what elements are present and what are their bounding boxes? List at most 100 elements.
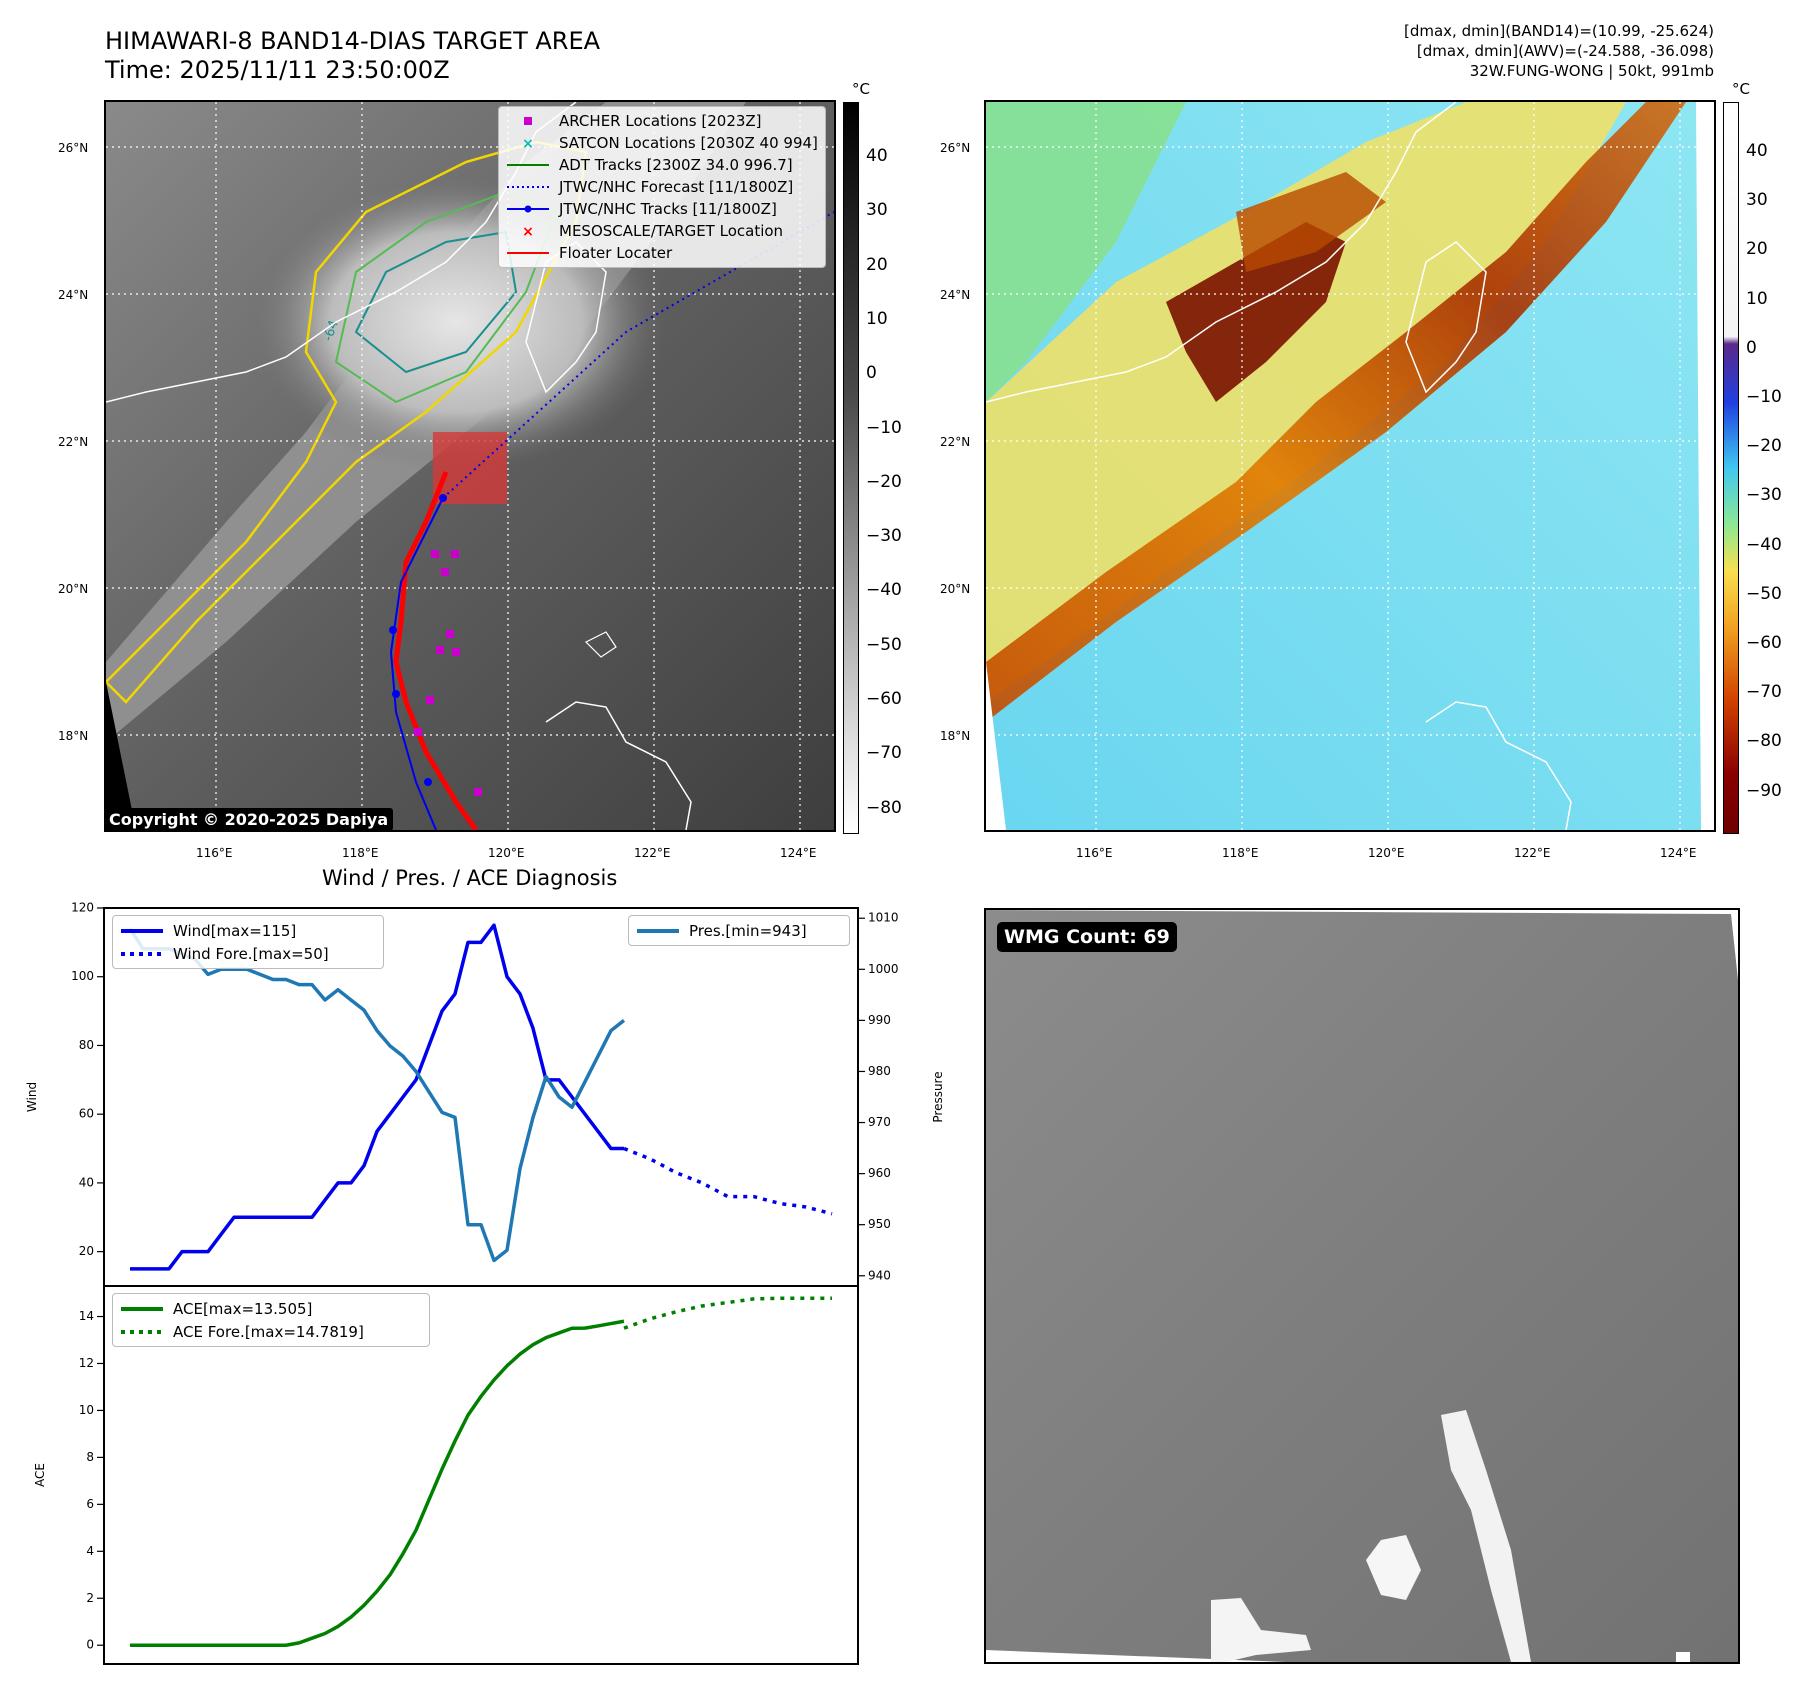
pressure-tick-label: 970 <box>868 1115 891 1129</box>
legend-ace-fore-label: ACE Fore.[max=14.7819] <box>173 1322 364 1341</box>
wind-tick-label: 80 <box>79 1038 94 1052</box>
colorbar-tick-label: −10 <box>1746 387 1782 407</box>
figure-time: Time: 2025/11/11 23:50:00Z <box>105 56 450 84</box>
wind-tick-label: 20 <box>79 1244 94 1258</box>
awv-colorbar-unit: °C <box>1732 80 1750 98</box>
map-legend-item: JTWC/NHC Forecast [11/1800Z] <box>499 176 825 198</box>
svg-text:×: × <box>522 136 534 151</box>
colorbar-tick-label: −20 <box>866 471 902 492</box>
lon-label-124: 124°E <box>780 846 817 860</box>
legend-ace-label: ACE[max=13.505] <box>173 1299 313 1318</box>
colorbar-tick-label: 40 <box>866 146 888 166</box>
map-legend-key <box>507 186 549 188</box>
jtwc-forecast-track <box>442 211 834 499</box>
wind-axis-label: Wind <box>25 1082 39 1112</box>
map-legend-item: JTWC/NHC Tracks [11/1800Z] <box>499 198 825 220</box>
pressure-legend: Pres.[min=943] <box>628 915 850 946</box>
colorbar-tick-label: −70 <box>1746 682 1782 703</box>
colorbar-tick-label: −60 <box>1746 633 1782 653</box>
colorbar-tick-label: 40 <box>1746 141 1768 161</box>
info-awv-range: [dmax, dmin](AWV)=(-24.588, -36.098) <box>1416 42 1714 60</box>
map-legend-key: × <box>522 136 534 151</box>
colorbar-tick-label: 20 <box>866 254 888 275</box>
colorbar-tick-label: −50 <box>866 634 902 655</box>
ace-legend: ACE[max=13.505] ACE Fore.[max=14.7819] <box>112 1293 430 1347</box>
band14-map: -64 <box>106 102 834 830</box>
jtwc-track <box>389 497 444 830</box>
ace-tick-label: 6 <box>86 1497 94 1511</box>
figure-title: HIMAWARI-8 BAND14-DIAS TARGET AREA <box>105 27 601 55</box>
colorbar-tick-label: −50 <box>1746 583 1782 604</box>
wind-legend: Wind[max=115] Wind Fore.[max=50] <box>112 915 384 969</box>
awv-map <box>986 102 1714 830</box>
colorbar-tick-label: 10 <box>1746 288 1768 309</box>
wind-tick-label: 120 <box>71 901 94 915</box>
colorbar-tick-label: 30 <box>1746 190 1768 211</box>
ace-panel <box>103 1285 859 1665</box>
pressure-axis-label: Pressure <box>931 1071 945 1122</box>
awv-lat-label-20: 20°N <box>940 582 971 596</box>
lon-label-122: 122°E <box>634 846 671 860</box>
map-legend-key: × <box>522 224 534 239</box>
legend-wind-label: Wind[max=115] <box>173 921 297 940</box>
awv-lon-label-122: 122°E <box>1514 846 1551 860</box>
svg-text:×: × <box>522 224 534 239</box>
map-legend-key <box>507 164 549 166</box>
ace-tick-label: 10 <box>79 1403 94 1417</box>
wind-tick-label: 100 <box>71 969 94 983</box>
awv-lat-label-24: 24°N <box>940 288 971 302</box>
ace-tick-label: 8 <box>86 1450 94 1464</box>
legend-wind: Wind[max=115] <box>113 919 383 942</box>
ace-tick-label: 12 <box>79 1356 94 1370</box>
pressure-tick-label: 960 <box>868 1166 891 1180</box>
wmg-panel <box>984 908 1740 1664</box>
awv-lon-label-116: 116°E <box>1076 846 1113 860</box>
wind-tick-label: 60 <box>79 1107 94 1121</box>
colorbar-tick-label: 0 <box>866 363 877 384</box>
info-band14-range: [dmax, dmin](BAND14)=(10.99, -25.624) <box>1403 22 1714 40</box>
lon-label-120: 120°E <box>488 846 525 860</box>
map-legend-label: ADT Tracks [2300Z 34.0 996.7] <box>559 156 793 174</box>
colorbar-tick-label: 20 <box>1746 239 1768 260</box>
awv-lon-label-124: 124°E <box>1660 846 1697 860</box>
map-legend-item: ADT Tracks [2300Z 34.0 996.7] <box>499 154 825 176</box>
band14-colorbar-unit: °C <box>852 80 870 98</box>
awv-lon-label-118: 118°E <box>1222 846 1259 860</box>
legend-ace: ACE[max=13.505] <box>113 1297 429 1320</box>
map-legend-item: Floater Locater <box>499 242 825 264</box>
legend-ace-fore: ACE Fore.[max=14.7819] <box>113 1320 429 1343</box>
lat-label-24: 24°N <box>58 288 89 302</box>
colorbar-tick-label: −60 <box>866 689 902 709</box>
band14-map-panel: -64 <box>104 100 836 832</box>
ace-tick-label: 4 <box>86 1544 94 1558</box>
pressure-tick-label: 950 <box>868 1217 891 1231</box>
legend-pressure-label: Pres.[min=943] <box>689 921 807 940</box>
map-legend-label: JTWC/NHC Tracks [11/1800Z] <box>559 200 777 218</box>
colorbar-tick-label: −20 <box>1746 436 1782 457</box>
map-legend-key <box>524 117 532 125</box>
awv-lat-label-22: 22°N <box>940 435 971 449</box>
map-legend-label: MESOSCALE/TARGET Location <box>559 222 784 240</box>
lon-label-118: 118°E <box>342 846 379 860</box>
info-storm: 32W.FUNG-WONG | 50kt, 991mb <box>1469 62 1714 80</box>
map-legend-key <box>507 205 549 213</box>
wind-tick-label: 40 <box>79 1175 94 1189</box>
ace-axis-label: ACE <box>33 1463 47 1487</box>
copyright-label: Copyright © 2020-2025 Dapiya <box>104 808 394 831</box>
legend-wind-fore-label: Wind Fore.[max=50] <box>173 944 329 963</box>
floater-track <box>393 471 479 830</box>
map-legend-item: × SATCON Locations [2030Z 40 994] <box>499 132 825 154</box>
awv-colorbar <box>1723 102 1739 834</box>
diagnosis-title: Wind / Pres. / ACE Diagnosis <box>322 866 618 890</box>
pressure-tick-label: 1010 <box>868 911 899 925</box>
map-legend: ARCHER Locations [2023Z] × SATCON Location… <box>498 106 826 268</box>
target-box <box>433 432 507 504</box>
map-legend-label: SATCON Locations [2030Z 40 994] <box>559 134 818 152</box>
colorbar-tick-label: −30 <box>866 526 902 547</box>
lat-label-22: 22°N <box>58 435 89 449</box>
lat-label-26: 26°N <box>58 141 89 155</box>
awv-lat-label-26: 26°N <box>940 141 971 155</box>
colorbar-tick-label: −80 <box>866 797 902 818</box>
legend-pressure: Pres.[min=943] <box>629 919 849 942</box>
lat-label-20: 20°N <box>58 582 89 596</box>
